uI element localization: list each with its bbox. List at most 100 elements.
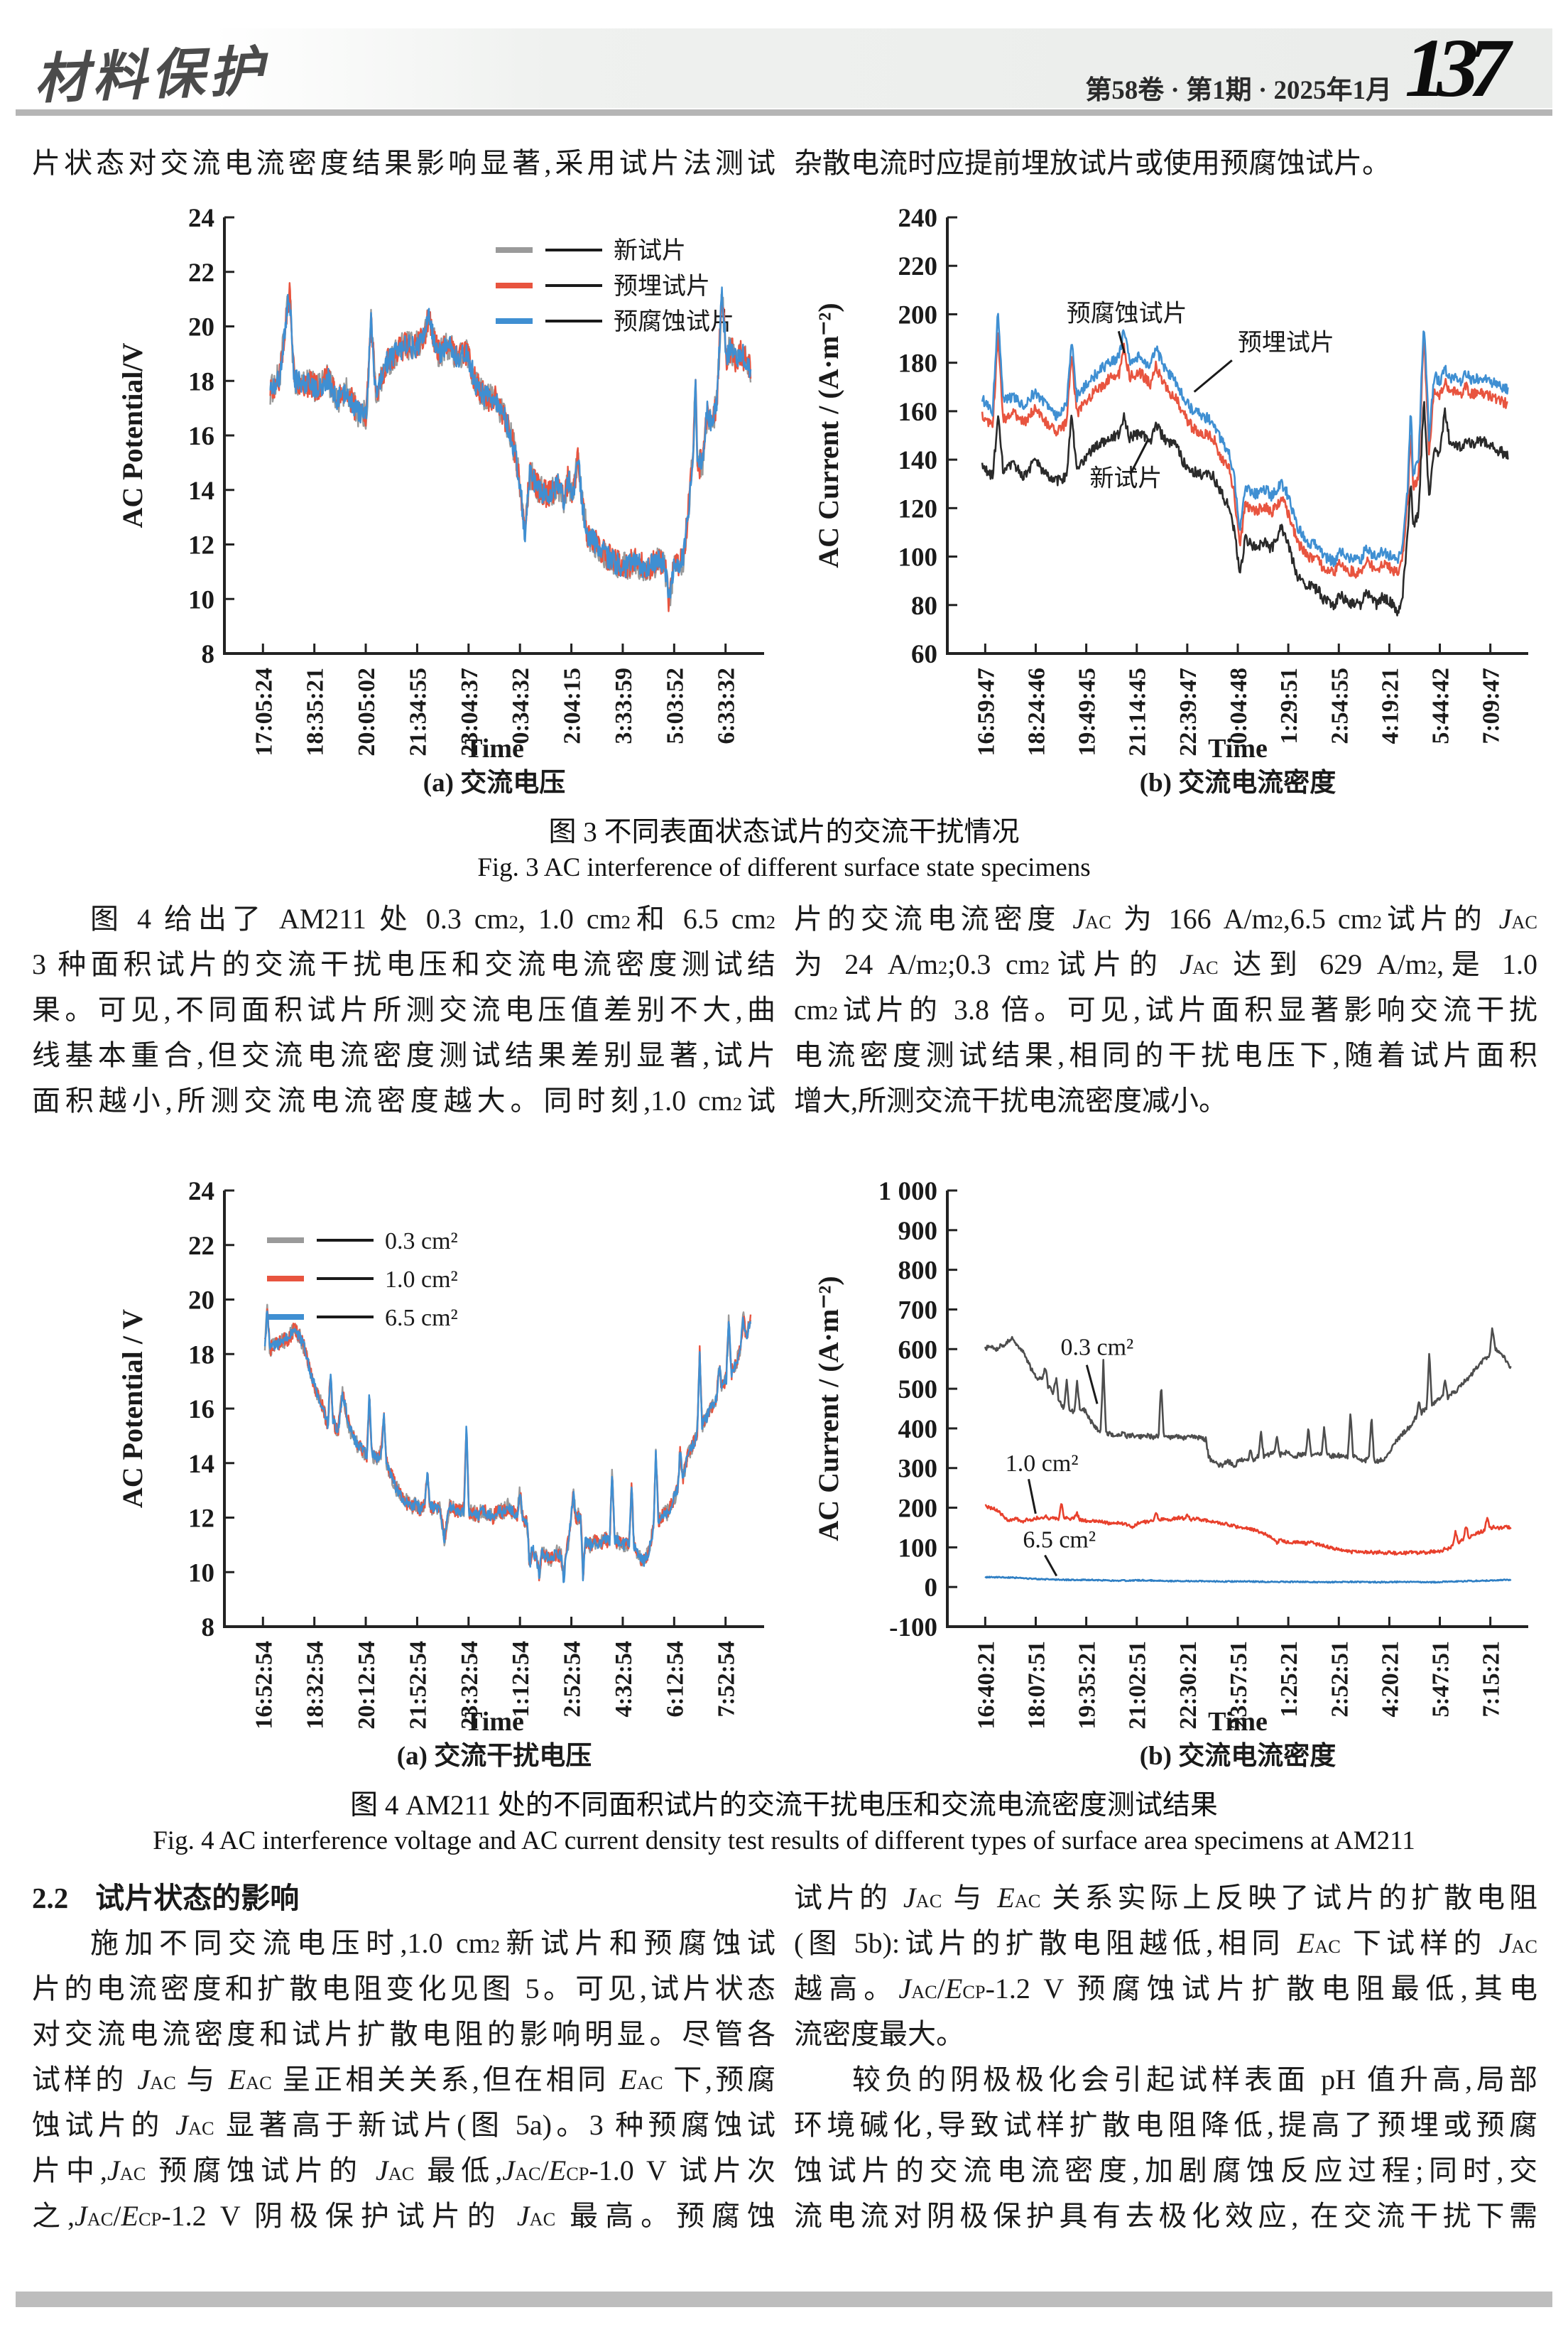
text-line: cm2试片的 3.8 倍。可见,试片面积显著影响交流干扰: [794, 994, 1537, 1026]
svg-text:Time: Time: [1208, 734, 1268, 764]
annotation: 新试片: [1089, 440, 1162, 492]
svg-text:18: 18: [188, 1340, 214, 1370]
svg-text:4:19:21: 4:19:21: [1377, 668, 1403, 744]
svg-text:-100: -100: [889, 1613, 937, 1642]
svg-text:8: 8: [202, 640, 215, 669]
svg-text:7:09:47: 7:09:47: [1479, 668, 1505, 744]
intro-left-column: 片状态对交流电流密度结果影响显著,采用试片法测试: [32, 141, 775, 186]
svg-text:1:25:21: 1:25:21: [1276, 1641, 1302, 1718]
svg-text:(b) 交流电流密度: (b) 交流电流密度: [1140, 1740, 1336, 1771]
text-line: 片的交流电流密度 JAC 为 166 A/m2,6.5 cm2试片的 JAC: [794, 903, 1538, 935]
svg-text:14: 14: [188, 477, 214, 506]
text-line: 线基本重合,但交流电流密度测试结果差别显著,试片: [32, 1039, 775, 1071]
text-line: 试片的 JAC 与 EAC 关系实际上反映了试片的扩散电阻: [794, 1882, 1538, 1914]
text-line: 蚀试片的 JAC 显著高于新试片(图 5a)。3 种预腐蚀试: [32, 2109, 775, 2141]
header-rule: [16, 109, 1552, 116]
svg-text:21:34:55: 21:34:55: [405, 668, 431, 756]
text-line: 对交流电流密度和试片扩散电阻的影响明显。尽管各: [32, 2018, 775, 2050]
axes: 8 10 12 14 16 18 20 22 24 17:05:24 18:35:21 20:05:0…: [116, 204, 764, 798]
svg-text:预埋试片: 预埋试片: [614, 273, 710, 300]
text-line: 环境碱化,导致试样扩散电阻降低,提高了预埋或预腐: [794, 2109, 1537, 2141]
series-0.3 cm²: [263, 1303, 752, 1581]
figure4-caption-cn: 图 4 AM211 处的不同面积试片的交流干扰电压和交流电流密度测试结果: [350, 1790, 1218, 1821]
body-right-column-1: 片的交流电流密度 JAC 为 166 A/m2,6.5 cm2试片的 JAC 为 …: [794, 896, 1537, 1124]
text-line: 面积越小,所测交流电流密度越大。同时刻,1.0 cm2试: [32, 1085, 775, 1117]
svg-text:3:33:59: 3:33:59: [611, 668, 637, 744]
svg-text:5:44:42: 5:44:42: [1428, 668, 1454, 744]
svg-text:14: 14: [188, 1450, 214, 1479]
svg-text:100: 100: [898, 543, 938, 573]
svg-text:预埋试片: 预埋试片: [1238, 330, 1334, 357]
svg-text:AC Potential / V: AC Potential / V: [116, 1309, 148, 1508]
svg-text:12: 12: [188, 1504, 214, 1534]
svg-text:180: 180: [898, 349, 938, 379]
svg-text:19:35:21: 19:35:21: [1074, 1641, 1101, 1730]
text-line: 图 4 给出了 AM211 处 0.3 cm2, 1.0 cm2和 6.5 cm…: [90, 903, 775, 935]
figure3a-ac-voltage-chart: 8 10 12 14 16 18 20 22 24 17:05:24 18:35:21 20:05:0…: [116, 204, 764, 798]
svg-text:22: 22: [188, 259, 214, 288]
svg-text:600: 600: [898, 1335, 938, 1365]
text-line: 蚀试片的交流电流密度,加剧腐蚀反应过程;同时,交: [794, 2154, 1537, 2186]
text-line: 果。可见,不同面积试片所测交流电压值差别不大,曲: [32, 994, 775, 1026]
body-left-column-1: 图 4 给出了 AM211 处 0.3 cm2, 1.0 cm2和 6.5 cm…: [32, 896, 775, 1124]
svg-text:新试片: 新试片: [1089, 465, 1162, 492]
svg-text:900: 900: [898, 1217, 938, 1246]
annotation: 0.3 cm²: [1061, 1335, 1134, 1404]
svg-text:22: 22: [188, 1232, 214, 1261]
svg-text:800: 800: [898, 1257, 938, 1286]
svg-text:60: 60: [911, 640, 937, 669]
series-1.0 cm²: [984, 1503, 1512, 1556]
figure3b-ac-current-density-chart: 60 80 100 120 140 160 180 200 220 240 16:59:47 18:2…: [812, 204, 1528, 798]
svg-text:8: 8: [202, 1613, 215, 1642]
svg-text:12: 12: [188, 531, 214, 560]
svg-text:2:52:51: 2:52:51: [1327, 1641, 1353, 1718]
text-line: (图 5b):试片的扩散电阻越低,相同 EAC 下试样的 JAC: [794, 1927, 1537, 1959]
svg-text:20:12:54: 20:12:54: [354, 1641, 380, 1730]
svg-text:0.3 cm²: 0.3 cm²: [1061, 1335, 1134, 1361]
text-line: 片状态对交流电流密度结果影响显著,采用试片法测试: [32, 147, 775, 179]
svg-text:120: 120: [898, 494, 938, 524]
legend: 0.3 cm² 1.0 cm² 6.5 cm²: [267, 1228, 458, 1331]
svg-text:140: 140: [898, 446, 938, 475]
svg-text:18: 18: [188, 367, 214, 396]
text-line: 试样的 JAC 与 EAC 呈正相关关系,但在相同 EAC 下,预腐: [32, 2063, 776, 2095]
intro-right-column: 杂散电流时应提前埋放试片或使用预腐蚀试片。: [794, 141, 1537, 186]
svg-text:2:04:15: 2:04:15: [560, 668, 586, 744]
svg-text:23:32:54: 23:32:54: [457, 1641, 483, 1730]
svg-text:4:20:21: 4:20:21: [1377, 1641, 1403, 1718]
svg-text:21:02:51: 21:02:51: [1125, 1641, 1151, 1730]
svg-text:18:32:54: 18:32:54: [303, 1641, 329, 1730]
svg-text:AC Potential/V: AC Potential/V: [116, 342, 148, 528]
svg-text:18:07:51: 18:07:51: [1023, 1641, 1050, 1730]
series-6.5 cm²: [984, 1576, 1512, 1584]
svg-text:10: 10: [188, 1558, 214, 1588]
svg-text:200: 200: [898, 300, 938, 330]
svg-text:22:30:21: 22:30:21: [1175, 1641, 1202, 1730]
series-lines: [269, 282, 752, 612]
svg-text:16: 16: [188, 422, 214, 451]
svg-text:6:12:54: 6:12:54: [662, 1641, 688, 1718]
svg-text:23:04:37: 23:04:37: [457, 668, 483, 756]
svg-text:16:40:21: 16:40:21: [973, 1641, 999, 1730]
svg-text:18:35:21: 18:35:21: [303, 668, 329, 756]
svg-text:1.0 cm²: 1.0 cm²: [1006, 1450, 1079, 1477]
svg-text:200: 200: [898, 1495, 938, 1524]
figure3-caption-en: Fig. 3 AC interference of different surf…: [477, 853, 1091, 882]
svg-text:20:05:02: 20:05:02: [354, 668, 380, 756]
series-1.0 cm²: [263, 1308, 752, 1582]
svg-text:20: 20: [188, 313, 214, 342]
svg-text:21:14:45: 21:14:45: [1125, 668, 1151, 756]
text-line: 3 种面积试片的交流干扰电压和交流电流密度测试结: [32, 948, 775, 980]
text-line: 较负的阴极极化会引起试样表面 pH 值升高,局部: [852, 2063, 1537, 2095]
svg-text:1:12:54: 1:12:54: [508, 1641, 534, 1718]
svg-text:1:29:51: 1:29:51: [1276, 668, 1302, 744]
svg-text:2:54:55: 2:54:55: [1327, 668, 1353, 744]
svg-text:(b) 交流电流密度: (b) 交流电流密度: [1140, 767, 1336, 798]
svg-text:新试片: 新试片: [614, 237, 686, 264]
footer-rule: [16, 2292, 1552, 2307]
body-left-column-2: 施加不同交流电压时,1.0 cm2新试片和预腐蚀试 片的电流密度和扩散电阻变化见图…: [32, 1921, 775, 2239]
text-line: 流电流对阴极保护具有去极化效应, 在交流干扰下需: [794, 2200, 1537, 2232]
text-line: 增大,所测交流干扰电流密度减小。: [794, 1085, 1227, 1117]
